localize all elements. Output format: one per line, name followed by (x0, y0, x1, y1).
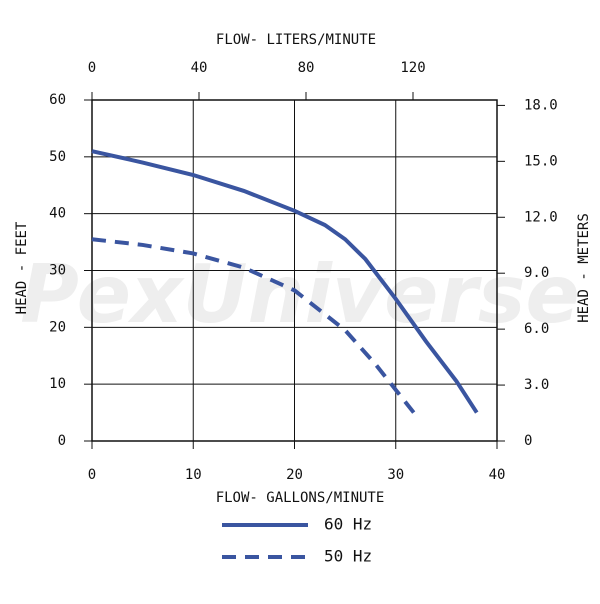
y2-tick-label: 18.0 (524, 97, 558, 113)
x-tick-label: 40 (489, 467, 506, 483)
y-tick-label: 30 (49, 263, 66, 279)
y2-tick-label: 12.0 (524, 209, 558, 225)
x-tick-label: 30 (387, 467, 404, 483)
x2-tick-label: 120 (400, 60, 425, 76)
y-tick-label: 10 (49, 376, 66, 392)
series-line (91, 149, 479, 414)
x2-tick-label: 0 (88, 60, 96, 76)
x2-axis-label: FLOW- LITERS/MINUTE (216, 32, 376, 48)
x-tick-label: 10 (185, 467, 202, 483)
y2-axis-label: HEAD - METERS (576, 213, 592, 323)
y-tick-label: 40 (49, 206, 66, 222)
y2-tick-label: 15.0 (524, 153, 558, 169)
y-tick-label: 20 (49, 319, 66, 335)
y-axis-label: HEAD - FEET (14, 221, 30, 314)
y2-tick-label: 6.0 (524, 321, 549, 337)
y-tick-label: 60 (49, 92, 66, 108)
x2-tick-label: 40 (191, 60, 208, 76)
y-tick-label: 50 (49, 149, 66, 165)
series-line (91, 237, 418, 417)
y2-tick-label: 9.0 (524, 265, 549, 281)
y2-tick-label: 0 (524, 433, 532, 449)
x-axis-label: FLOW- GALLONS/MINUTE (216, 490, 385, 506)
x-tick-label: 20 (286, 467, 303, 483)
legend-label: 60 Hz (324, 515, 372, 534)
legend-label: 50 Hz (324, 547, 372, 566)
x-tick-label: 0 (88, 467, 96, 483)
x2-tick-label: 80 (298, 60, 315, 76)
y-tick-label: 0 (58, 433, 66, 449)
y2-tick-label: 3.0 (524, 377, 549, 393)
